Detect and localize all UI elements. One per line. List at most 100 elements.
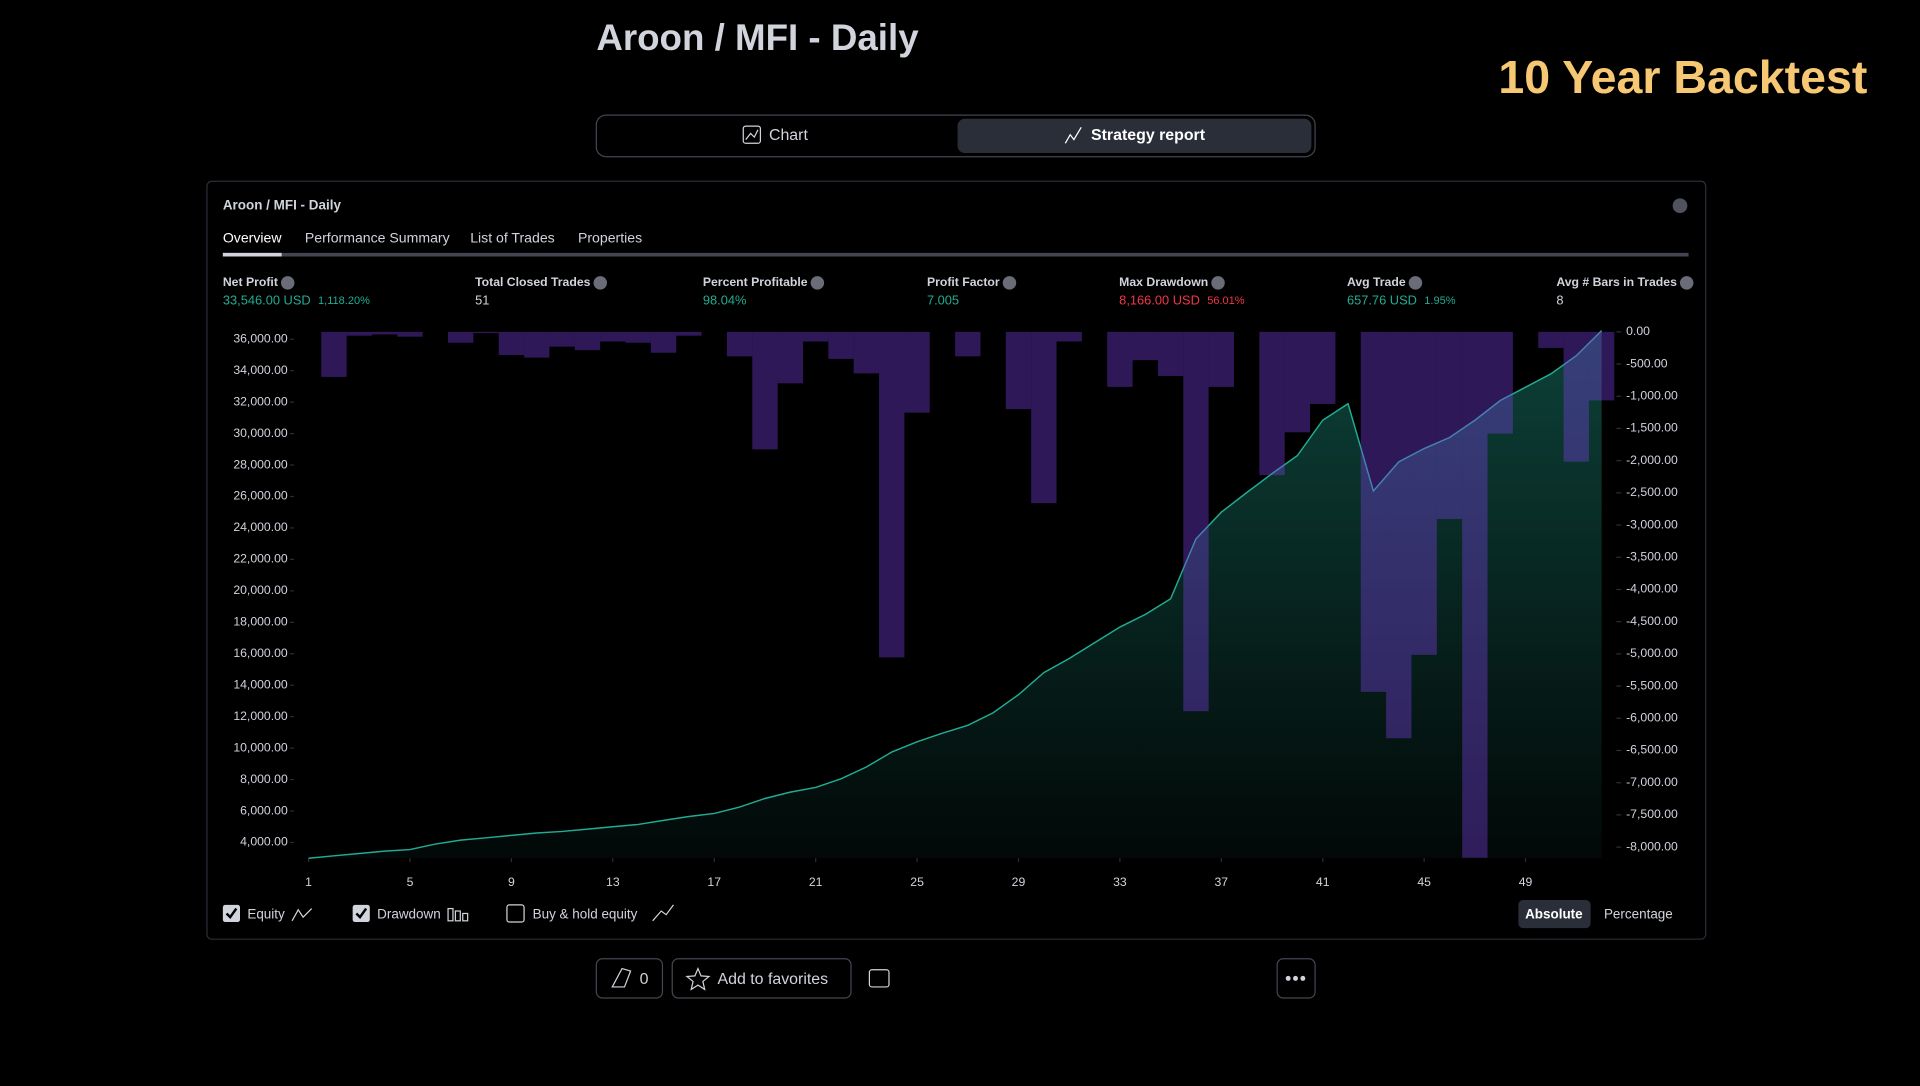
buy-hold-icon [652, 904, 674, 922]
check [355, 907, 368, 920]
drawdown-bar [726, 331, 753, 357]
y-tick-label: 28,000.00 [233, 457, 288, 471]
star-icon [685, 966, 711, 991]
absolute-label[interactable]: Absolute [1525, 906, 1583, 921]
info-icon [280, 276, 295, 290]
drawdown-bar [879, 331, 905, 658]
y2-tick-label: -5,500.00 [1626, 678, 1678, 692]
drawdown-bar [1132, 331, 1158, 361]
y2-tick-label: -500.00 [1626, 356, 1668, 370]
report-icon [1064, 127, 1082, 144]
drawdown-bar [448, 331, 474, 343]
drawdown-bar [1208, 331, 1234, 387]
chart-icon-line [745, 129, 759, 140]
stat-value: 8,166.00 USD [1119, 293, 1200, 308]
info-icon [593, 276, 607, 290]
chart: 4,000.00 6,000.00 8,000.00 10,000.00 12,000.… [233, 324, 1678, 889]
legend-buy-hold[interactable]: Buy & hold equity [533, 906, 638, 921]
info-icon [1408, 276, 1423, 290]
drawdown-bar [625, 331, 651, 343]
stat-value: 51 [475, 293, 489, 308]
drawdown-bar [1056, 331, 1082, 342]
drawdown-bar [1462, 331, 1488, 858]
x-tick-label: 13 [606, 875, 620, 889]
x-tick-label: 5 [407, 875, 414, 889]
drawdown-bar [1284, 331, 1311, 433]
drawdown-bar [524, 331, 550, 358]
stat-label: Avg Trade [1347, 275, 1406, 289]
stat-pct: 1.95% [1424, 295, 1455, 307]
y-tick-label: 34,000.00 [233, 363, 288, 377]
y-tick-label: 12,000.00 [233, 709, 288, 723]
stat-label: Max Drawdown [1119, 275, 1208, 289]
dot [1285, 975, 1291, 981]
percentage-label[interactable]: Percentage [1604, 906, 1673, 921]
y-tick-label: 8,000.00 [240, 772, 288, 786]
drawdown-bar [1310, 331, 1336, 404]
help-icon[interactable] [1672, 198, 1688, 214]
equity-line [308, 330, 1603, 859]
legend-icon [291, 908, 313, 922]
tab[interactable]: List of Trades [470, 229, 555, 245]
drawdown-bar [650, 331, 677, 353]
y-tick-label: 18,000.00 [233, 615, 288, 629]
favorites-button[interactable] [671, 958, 852, 999]
stat-value: 657.76 USD [1347, 293, 1417, 308]
y2-tick-label: -7,000.00 [1626, 775, 1678, 789]
favorites-label[interactable]: Add to favorites [718, 971, 829, 988]
info-icon [1679, 276, 1694, 290]
drawdown-bar [346, 331, 372, 336]
tab[interactable]: Properties [578, 229, 642, 245]
comment-icon[interactable] [868, 969, 890, 988]
stat-label: Total Closed Trades [475, 275, 591, 289]
drawdown-bar [802, 331, 829, 342]
drawdown-bar [1386, 331, 1412, 739]
toggle-chart[interactable]: Chart [769, 127, 808, 144]
y2-tick-label: -4,000.00 [1626, 582, 1678, 596]
x-tick-label: 9 [508, 875, 515, 889]
drawdown-bar [397, 331, 423, 337]
stat-value: 33,546.00 USD [223, 293, 311, 308]
drawdown-bar [752, 331, 778, 450]
panel-title: Aroon / MFI - Daily [223, 197, 342, 212]
absolute-button[interactable] [1518, 900, 1591, 929]
checkbox-buy-hold[interactable] [506, 904, 525, 923]
boost-button[interactable] [595, 958, 664, 999]
legend-label[interactable]: Equity [247, 906, 285, 921]
stat-label: Net Profit [223, 275, 278, 289]
drawdown-bar [574, 331, 601, 351]
x-tick-label: 21 [809, 875, 823, 889]
x-tick-label: 17 [707, 875, 721, 889]
chart-icon [742, 125, 762, 144]
drawdown-bar [904, 331, 930, 413]
tab[interactable]: Performance Summary [305, 229, 451, 245]
legend-icon [447, 907, 454, 922]
y-tick-label: 16,000.00 [233, 646, 288, 660]
stat-value: 7.005 [927, 293, 959, 308]
y-tick-label: 20,000.00 [233, 583, 288, 597]
y-tick-label: 24,000.00 [233, 520, 288, 534]
stat-value: 8 [1556, 293, 1563, 308]
y-tick-label: 36,000.00 [233, 331, 288, 345]
y2-tick-label: -5,000.00 [1626, 646, 1678, 660]
more-button[interactable] [1276, 958, 1316, 999]
stat-label: Avg # Bars in Trades [1556, 275, 1677, 289]
info-icon [810, 276, 825, 290]
stat-label: Profit Factor [927, 275, 1000, 289]
page-title: Aroon / MFI - Daily [596, 17, 919, 58]
drawdown-bar [321, 331, 347, 377]
y-tick-label: 14,000.00 [233, 677, 288, 691]
y2-tick-label: -1,000.00 [1626, 388, 1678, 402]
legend-label[interactable]: Drawdown [377, 906, 441, 921]
toggle-report[interactable]: Strategy report [1091, 127, 1206, 144]
x-tick-label: 41 [1316, 875, 1330, 889]
toggle-active[interactable] [957, 118, 1312, 154]
tab[interactable]: Overview [223, 229, 283, 245]
stat-pct: 1,118.20% [318, 295, 370, 307]
drawdown-bar [1360, 331, 1387, 692]
stat-label: Percent Profitable [703, 275, 808, 289]
legend-icon [454, 910, 461, 922]
drawdown-bar [1005, 331, 1032, 410]
